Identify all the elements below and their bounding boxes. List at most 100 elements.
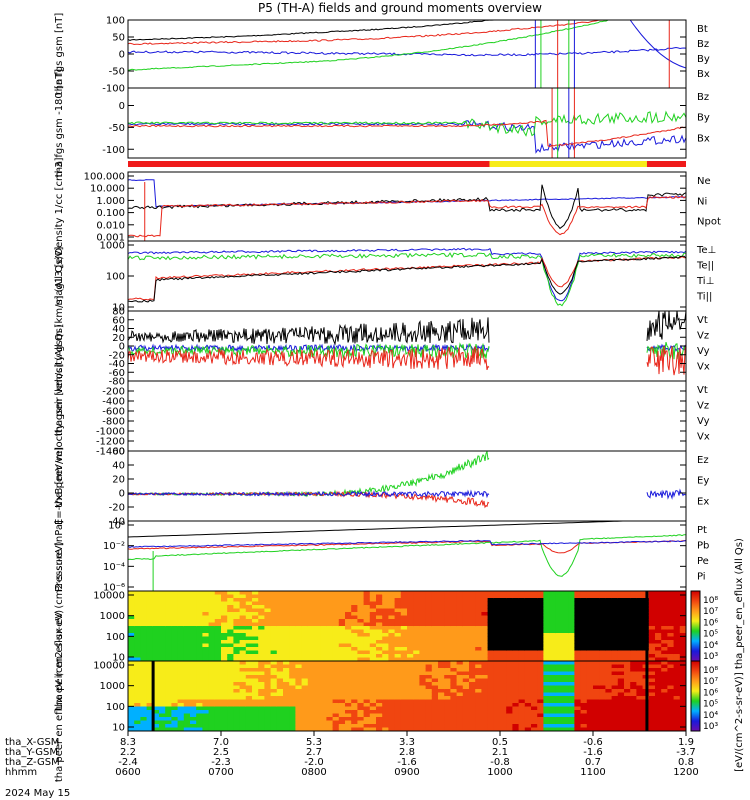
heatmap-cell bbox=[611, 612, 619, 616]
plot-area-peir_en_eflux bbox=[128, 591, 686, 661]
heatmap-cell bbox=[586, 622, 594, 627]
series-te-par bbox=[128, 255, 686, 303]
heatmap-cell bbox=[159, 657, 166, 661]
heatmap-cell bbox=[363, 636, 371, 641]
heatmap-cell bbox=[580, 643, 588, 648]
heatmap-cell bbox=[624, 591, 631, 595]
heatmap-cell bbox=[394, 717, 402, 721]
heatmap-cell bbox=[295, 601, 303, 606]
heatmap-cell bbox=[338, 615, 346, 620]
heatmap-cell bbox=[338, 605, 346, 609]
heatmap-cell bbox=[351, 657, 358, 661]
heatmap-cell bbox=[245, 615, 253, 620]
heatmap-cell bbox=[661, 703, 668, 707]
heatmap-cell bbox=[487, 608, 495, 613]
heatmap-cell bbox=[413, 601, 420, 606]
heatmap-cell bbox=[289, 654, 296, 658]
heatmap-cell bbox=[165, 594, 172, 599]
heatmap-cell bbox=[574, 605, 582, 609]
heatmap-cell bbox=[289, 605, 296, 609]
heatmap-cell bbox=[258, 696, 265, 700]
heatmap-cell bbox=[134, 717, 141, 721]
heatmap-cell bbox=[307, 713, 315, 718]
heatmap-cell bbox=[128, 720, 135, 725]
heatmap-cell bbox=[252, 717, 259, 721]
x-row-label: hhmm bbox=[5, 767, 37, 778]
heatmap-cell bbox=[611, 654, 619, 658]
heatmap-cell bbox=[431, 636, 439, 641]
heatmap-cell bbox=[562, 661, 569, 665]
heatmap-cell bbox=[283, 654, 290, 658]
heatmap-cell bbox=[524, 643, 532, 648]
heatmap-cell bbox=[469, 647, 476, 651]
heatmap-cell bbox=[667, 706, 675, 711]
heatmap-cell bbox=[245, 682, 253, 686]
heatmap-cell bbox=[202, 717, 210, 721]
heatmap-cell bbox=[475, 640, 482, 644]
heatmap-cell bbox=[624, 699, 631, 704]
heatmap-cell bbox=[555, 657, 563, 661]
heatmap-cell bbox=[469, 682, 476, 686]
heatmap-cell bbox=[524, 692, 532, 697]
heatmap-cell bbox=[326, 605, 334, 609]
heatmap-cell bbox=[289, 713, 296, 718]
heatmap-cell bbox=[431, 650, 439, 655]
heatmap-cell bbox=[301, 636, 309, 641]
heatmap-cell bbox=[382, 605, 389, 609]
heatmap-cell bbox=[661, 671, 668, 676]
heatmap-cell bbox=[624, 605, 631, 609]
heatmap-cell bbox=[462, 647, 470, 651]
heatmap-cell bbox=[307, 678, 315, 683]
heatmap-cell bbox=[524, 636, 532, 641]
heatmap-cell bbox=[357, 685, 365, 690]
heatmap-cell bbox=[159, 713, 166, 718]
heatmap-cell bbox=[357, 598, 365, 602]
heatmap-cell bbox=[462, 622, 470, 627]
heatmap-cell bbox=[183, 703, 191, 707]
heatmap-cell bbox=[196, 720, 203, 725]
y-tick-label: -1200 bbox=[96, 437, 125, 448]
heatmap-cell bbox=[462, 675, 470, 679]
heatmap-cell bbox=[388, 591, 396, 595]
heatmap-cell bbox=[679, 685, 686, 690]
heatmap-cell bbox=[202, 629, 210, 634]
heatmap-cell bbox=[183, 626, 191, 630]
heatmap-cell bbox=[512, 671, 520, 676]
heatmap-cell bbox=[586, 685, 594, 690]
heatmap-cell bbox=[134, 640, 141, 644]
legend-vz: Vz bbox=[697, 401, 709, 412]
heatmap-cell bbox=[586, 682, 594, 686]
heatmap-cell bbox=[580, 717, 588, 721]
heatmap-cell bbox=[469, 703, 476, 707]
heatmap-cell bbox=[307, 692, 315, 697]
heatmap-cell bbox=[574, 699, 582, 704]
heatmap-cell bbox=[301, 601, 309, 606]
heatmap-cell bbox=[518, 636, 526, 641]
heatmap-cell bbox=[673, 647, 681, 651]
heatmap-cell bbox=[450, 633, 458, 637]
heatmap-cell bbox=[500, 647, 507, 651]
heatmap-cell bbox=[456, 594, 464, 599]
heatmap-cell bbox=[444, 643, 451, 648]
heatmap-cell bbox=[487, 727, 495, 731]
heatmap-cell bbox=[524, 601, 532, 606]
heatmap-cell bbox=[617, 612, 625, 616]
heatmap-cell bbox=[258, 671, 265, 676]
heatmap-cell bbox=[462, 717, 470, 721]
legend-vt: Vt bbox=[697, 315, 708, 326]
heatmap-cell bbox=[140, 689, 148, 693]
heatmap-cell bbox=[314, 664, 321, 669]
heatmap-cell bbox=[456, 689, 464, 693]
heatmap-cell bbox=[190, 608, 197, 613]
heatmap-cell bbox=[369, 710, 377, 714]
heatmap-cell bbox=[320, 720, 327, 725]
heatmap-cell bbox=[450, 601, 458, 606]
heatmap-cell bbox=[661, 640, 668, 644]
heatmap-cell bbox=[667, 622, 675, 627]
heatmap-cell bbox=[438, 699, 445, 704]
heatmap-cell bbox=[394, 661, 402, 665]
heatmap-cell bbox=[593, 615, 600, 620]
heatmap-cell bbox=[382, 664, 389, 669]
heatmap-cell bbox=[611, 640, 619, 644]
heatmap-cell bbox=[407, 724, 414, 728]
